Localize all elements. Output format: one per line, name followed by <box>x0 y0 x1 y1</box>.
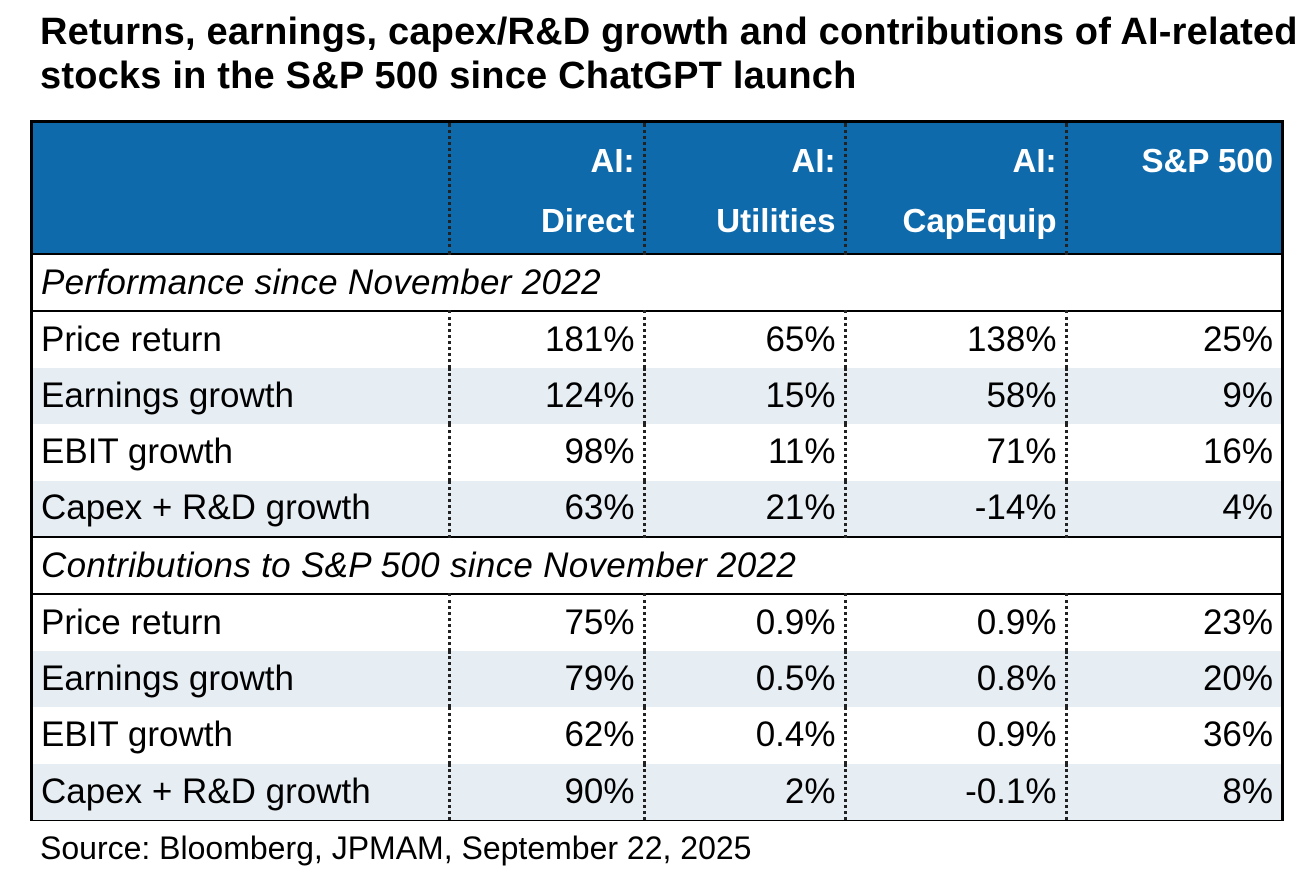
table-cell: 36% <box>1066 707 1281 764</box>
column-header-line1: AI: <box>590 142 635 179</box>
row-label: Price return <box>33 594 451 651</box>
table-row: Capex + R&D growth 90% 2% -0.1% 8% <box>33 763 1281 820</box>
column-header-line2: Utilities <box>716 202 836 239</box>
section-title: Performance since November 2022 <box>33 253 1281 312</box>
section-header-row: Performance since November 2022 <box>33 253 1281 312</box>
table-cell: 23% <box>1066 594 1281 651</box>
table-row: Capex + R&D growth 63% 21% -14% 4% <box>33 480 1281 537</box>
table-cell: 75% <box>449 594 646 651</box>
column-header: AI: CapEquip <box>845 123 1068 254</box>
table-cell: 15% <box>644 367 847 424</box>
table-cell: 20% <box>1066 650 1281 707</box>
row-label: Capex + R&D growth <box>33 763 451 820</box>
table-cell: 0.9% <box>644 594 847 651</box>
section-title: Contributions to S&P 500 since November … <box>33 536 1281 595</box>
table-row: Earnings growth 79% 0.5% 0.8% 20% <box>33 650 1281 707</box>
table-cell: 8% <box>1066 763 1281 820</box>
column-header: S&P 500 <box>1066 123 1281 254</box>
table-cell: 4% <box>1066 480 1281 537</box>
header-corner <box>33 123 451 254</box>
table-cell: 138% <box>845 311 1068 368</box>
row-label: EBIT growth <box>33 707 451 764</box>
data-table: AI: Direct AI: Utilities AI: CapEquip S&P 5… <box>30 120 1284 821</box>
column-header: AI: Direct <box>449 123 646 254</box>
table-cell: 11% <box>644 424 847 481</box>
table-cell: 2% <box>644 763 847 820</box>
table-cell: 0.9% <box>845 707 1068 764</box>
table-cell: 0.8% <box>845 650 1068 707</box>
column-header-line1: S&P 500 <box>1141 142 1273 179</box>
table-cell: 98% <box>449 424 646 481</box>
table-cell: 25% <box>1066 311 1281 368</box>
row-label: Earnings growth <box>33 650 451 707</box>
table-row: EBIT growth 98% 11% 71% 16% <box>33 424 1281 481</box>
column-header: AI: Utilities <box>644 123 847 254</box>
column-header-line1: AI: <box>791 142 836 179</box>
table-cell: 71% <box>845 424 1068 481</box>
column-header-line2: Direct <box>540 202 635 239</box>
table-cell: 0.5% <box>644 650 847 707</box>
chart-title: Returns, earnings, capex/R&D growth and … <box>40 11 1298 97</box>
table-cell: 79% <box>449 650 646 707</box>
table-cell: 65% <box>644 311 847 368</box>
table-cell: 63% <box>449 480 646 537</box>
section-header-row: Contributions to S&P 500 since November … <box>33 536 1281 595</box>
column-header-line1: AI: <box>1012 142 1057 179</box>
column-header-line2: CapEquip <box>902 202 1057 239</box>
table-cell: -0.1% <box>845 763 1068 820</box>
row-label: Earnings growth <box>33 367 451 424</box>
table-row: Price return 181% 65% 138% 25% <box>33 311 1281 368</box>
table-row: Price return 75% 0.9% 0.9% 23% <box>33 594 1281 651</box>
table-cell: 62% <box>449 707 646 764</box>
table-cell: 90% <box>449 763 646 820</box>
source-note: Source: Bloomberg, JPMAM, September 22, … <box>40 830 752 866</box>
table-cell: 21% <box>644 480 847 537</box>
table-cell: 0.9% <box>845 594 1068 651</box>
table-cell: 58% <box>845 367 1068 424</box>
table-cell: 124% <box>449 367 646 424</box>
table-row: Earnings growth 124% 15% 58% 9% <box>33 367 1281 424</box>
table-cell: 16% <box>1066 424 1281 481</box>
table-cell: 0.4% <box>644 707 847 764</box>
row-label: Price return <box>33 311 451 368</box>
row-label: EBIT growth <box>33 424 451 481</box>
header-row: AI: Direct AI: Utilities AI: CapEquip S&P 5… <box>33 123 1281 254</box>
table-cell: -14% <box>845 480 1068 537</box>
table-cell: 181% <box>449 311 646 368</box>
table-body: Performance since November 2022 Price ret… <box>33 253 1281 820</box>
table-row: EBIT growth 62% 0.4% 0.9% 36% <box>33 707 1281 764</box>
row-label: Capex + R&D growth <box>33 480 451 537</box>
table-cell: 9% <box>1066 367 1281 424</box>
table-grid: AI: Direct AI: Utilities AI: CapEquip S&P 5… <box>33 123 1281 820</box>
